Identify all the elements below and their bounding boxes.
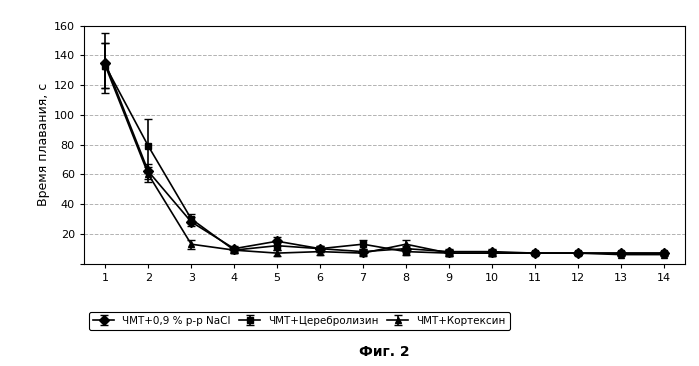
Legend: ЧМТ+0,9 % р-р NaCl, ЧМТ+Церебролизин, ЧМТ+Кортексин: ЧМТ+0,9 % р-р NaCl, ЧМТ+Церебролизин, ЧМ…	[89, 311, 510, 330]
Text: Фиг. 2: Фиг. 2	[359, 345, 410, 359]
Y-axis label: Время плавания, с: Время плавания, с	[36, 83, 50, 206]
